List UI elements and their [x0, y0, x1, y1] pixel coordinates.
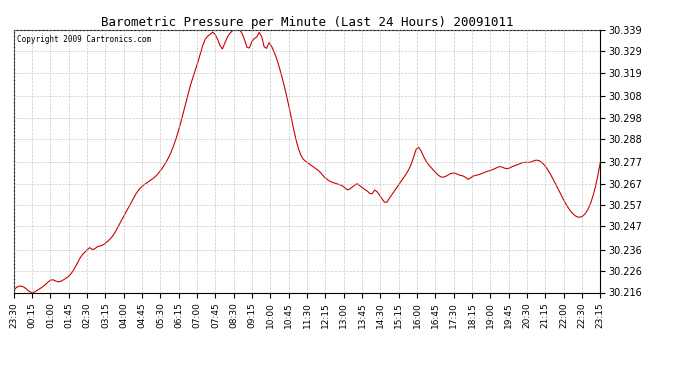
- Text: Copyright 2009 Cartronics.com: Copyright 2009 Cartronics.com: [17, 35, 151, 44]
- Title: Barometric Pressure per Minute (Last 24 Hours) 20091011: Barometric Pressure per Minute (Last 24 …: [101, 16, 513, 29]
